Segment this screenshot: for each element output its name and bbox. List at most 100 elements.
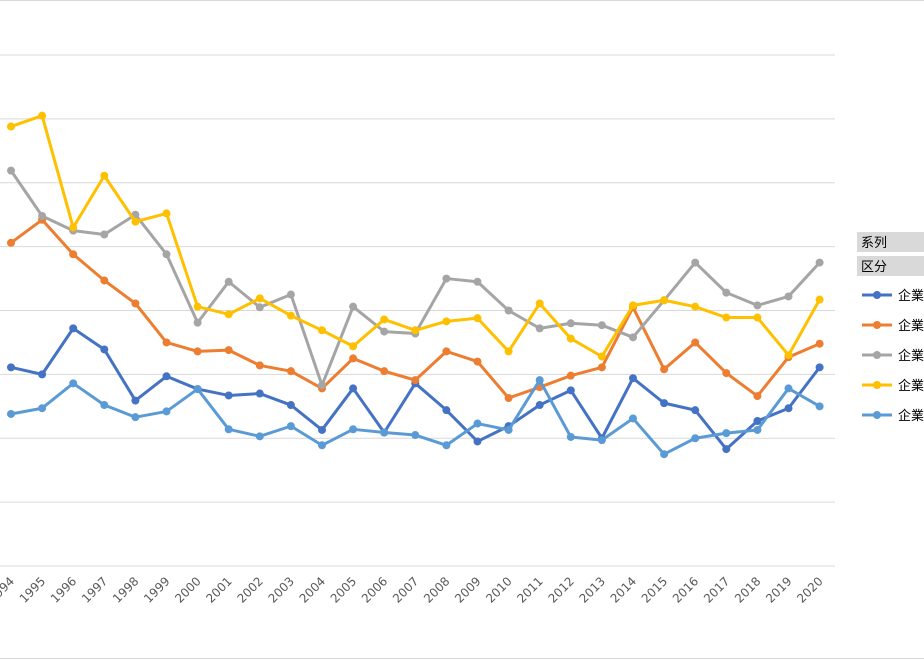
x-tick-label: 2003 <box>266 574 297 605</box>
point <box>318 441 326 450</box>
x-tick-label: 2011 <box>514 574 545 605</box>
point <box>193 347 202 356</box>
point <box>504 306 513 315</box>
point <box>100 401 109 410</box>
point <box>131 413 140 422</box>
point <box>784 404 793 413</box>
point <box>691 338 700 347</box>
legend-label: 企業 <box>898 378 924 394</box>
point <box>69 324 78 333</box>
x-tick-label: 1994 <box>0 574 17 605</box>
point <box>38 404 47 413</box>
x-tick-label: 2020 <box>794 574 825 605</box>
point <box>722 369 731 378</box>
point <box>597 321 606 330</box>
point <box>380 428 389 437</box>
point <box>349 342 358 351</box>
x-tick-label: 2007 <box>390 574 421 605</box>
point <box>784 351 793 360</box>
point <box>224 391 233 400</box>
point <box>224 310 233 319</box>
point <box>815 258 824 267</box>
point <box>629 333 637 342</box>
point <box>753 313 762 322</box>
point <box>224 277 233 286</box>
point <box>286 367 295 376</box>
point <box>722 429 731 438</box>
point <box>442 406 451 415</box>
point <box>255 432 264 441</box>
legend-label: 企業 <box>898 288 924 304</box>
point <box>660 296 669 305</box>
point <box>753 417 762 426</box>
point <box>722 445 731 454</box>
point <box>349 354 358 363</box>
point <box>473 357 482 366</box>
point <box>411 326 420 335</box>
legend-label: 企業 <box>898 408 924 424</box>
x-tick-label: 1998 <box>110 574 141 605</box>
legend-marker <box>873 291 881 299</box>
point <box>660 399 669 408</box>
point <box>566 334 575 343</box>
point <box>255 303 264 312</box>
point <box>473 314 482 323</box>
point <box>473 419 482 428</box>
series-line <box>9 169 821 387</box>
x-tick-label: 2010 <box>483 574 514 605</box>
point <box>535 401 544 410</box>
point <box>286 311 295 320</box>
point <box>566 432 575 441</box>
point <box>442 274 451 283</box>
point <box>7 238 15 247</box>
point <box>473 437 482 446</box>
legend-label: 企業 <box>898 318 924 334</box>
point <box>784 384 793 393</box>
x-tick-label: 2001 <box>203 574 234 605</box>
point <box>131 396 140 405</box>
point <box>100 230 109 239</box>
point <box>255 294 264 303</box>
point <box>691 302 700 311</box>
point <box>318 425 326 434</box>
point <box>597 436 606 445</box>
point <box>193 302 202 311</box>
legend-header: 区分 <box>861 260 887 275</box>
point <box>224 425 233 434</box>
legend-marker <box>873 351 881 359</box>
x-tick-label: 2004 <box>297 574 328 605</box>
point <box>504 347 513 356</box>
point <box>286 290 295 299</box>
point <box>504 394 513 403</box>
point <box>255 361 264 370</box>
point <box>504 425 513 434</box>
point <box>131 299 140 308</box>
point <box>318 326 326 335</box>
point <box>7 122 15 131</box>
point <box>38 211 47 220</box>
point <box>411 376 420 385</box>
point <box>411 431 420 440</box>
point <box>349 425 358 434</box>
x-tick-label: 2015 <box>639 574 670 605</box>
x-tick-label: 2009 <box>452 574 483 605</box>
point <box>473 277 482 286</box>
point <box>193 385 202 394</box>
point <box>660 365 669 374</box>
point <box>815 363 824 372</box>
point <box>349 384 358 393</box>
point <box>349 302 358 311</box>
point <box>7 166 15 175</box>
point <box>722 288 731 297</box>
point <box>597 363 606 372</box>
legend-label: 企業 <box>898 348 924 364</box>
point <box>380 315 389 324</box>
x-tick-label: 1996 <box>48 574 79 605</box>
x-tick-label: 1997 <box>79 574 110 605</box>
x-tick-label: 2012 <box>545 574 576 605</box>
point <box>442 347 451 356</box>
point <box>442 441 451 450</box>
point <box>69 379 78 388</box>
point <box>162 209 171 218</box>
point <box>566 386 575 395</box>
